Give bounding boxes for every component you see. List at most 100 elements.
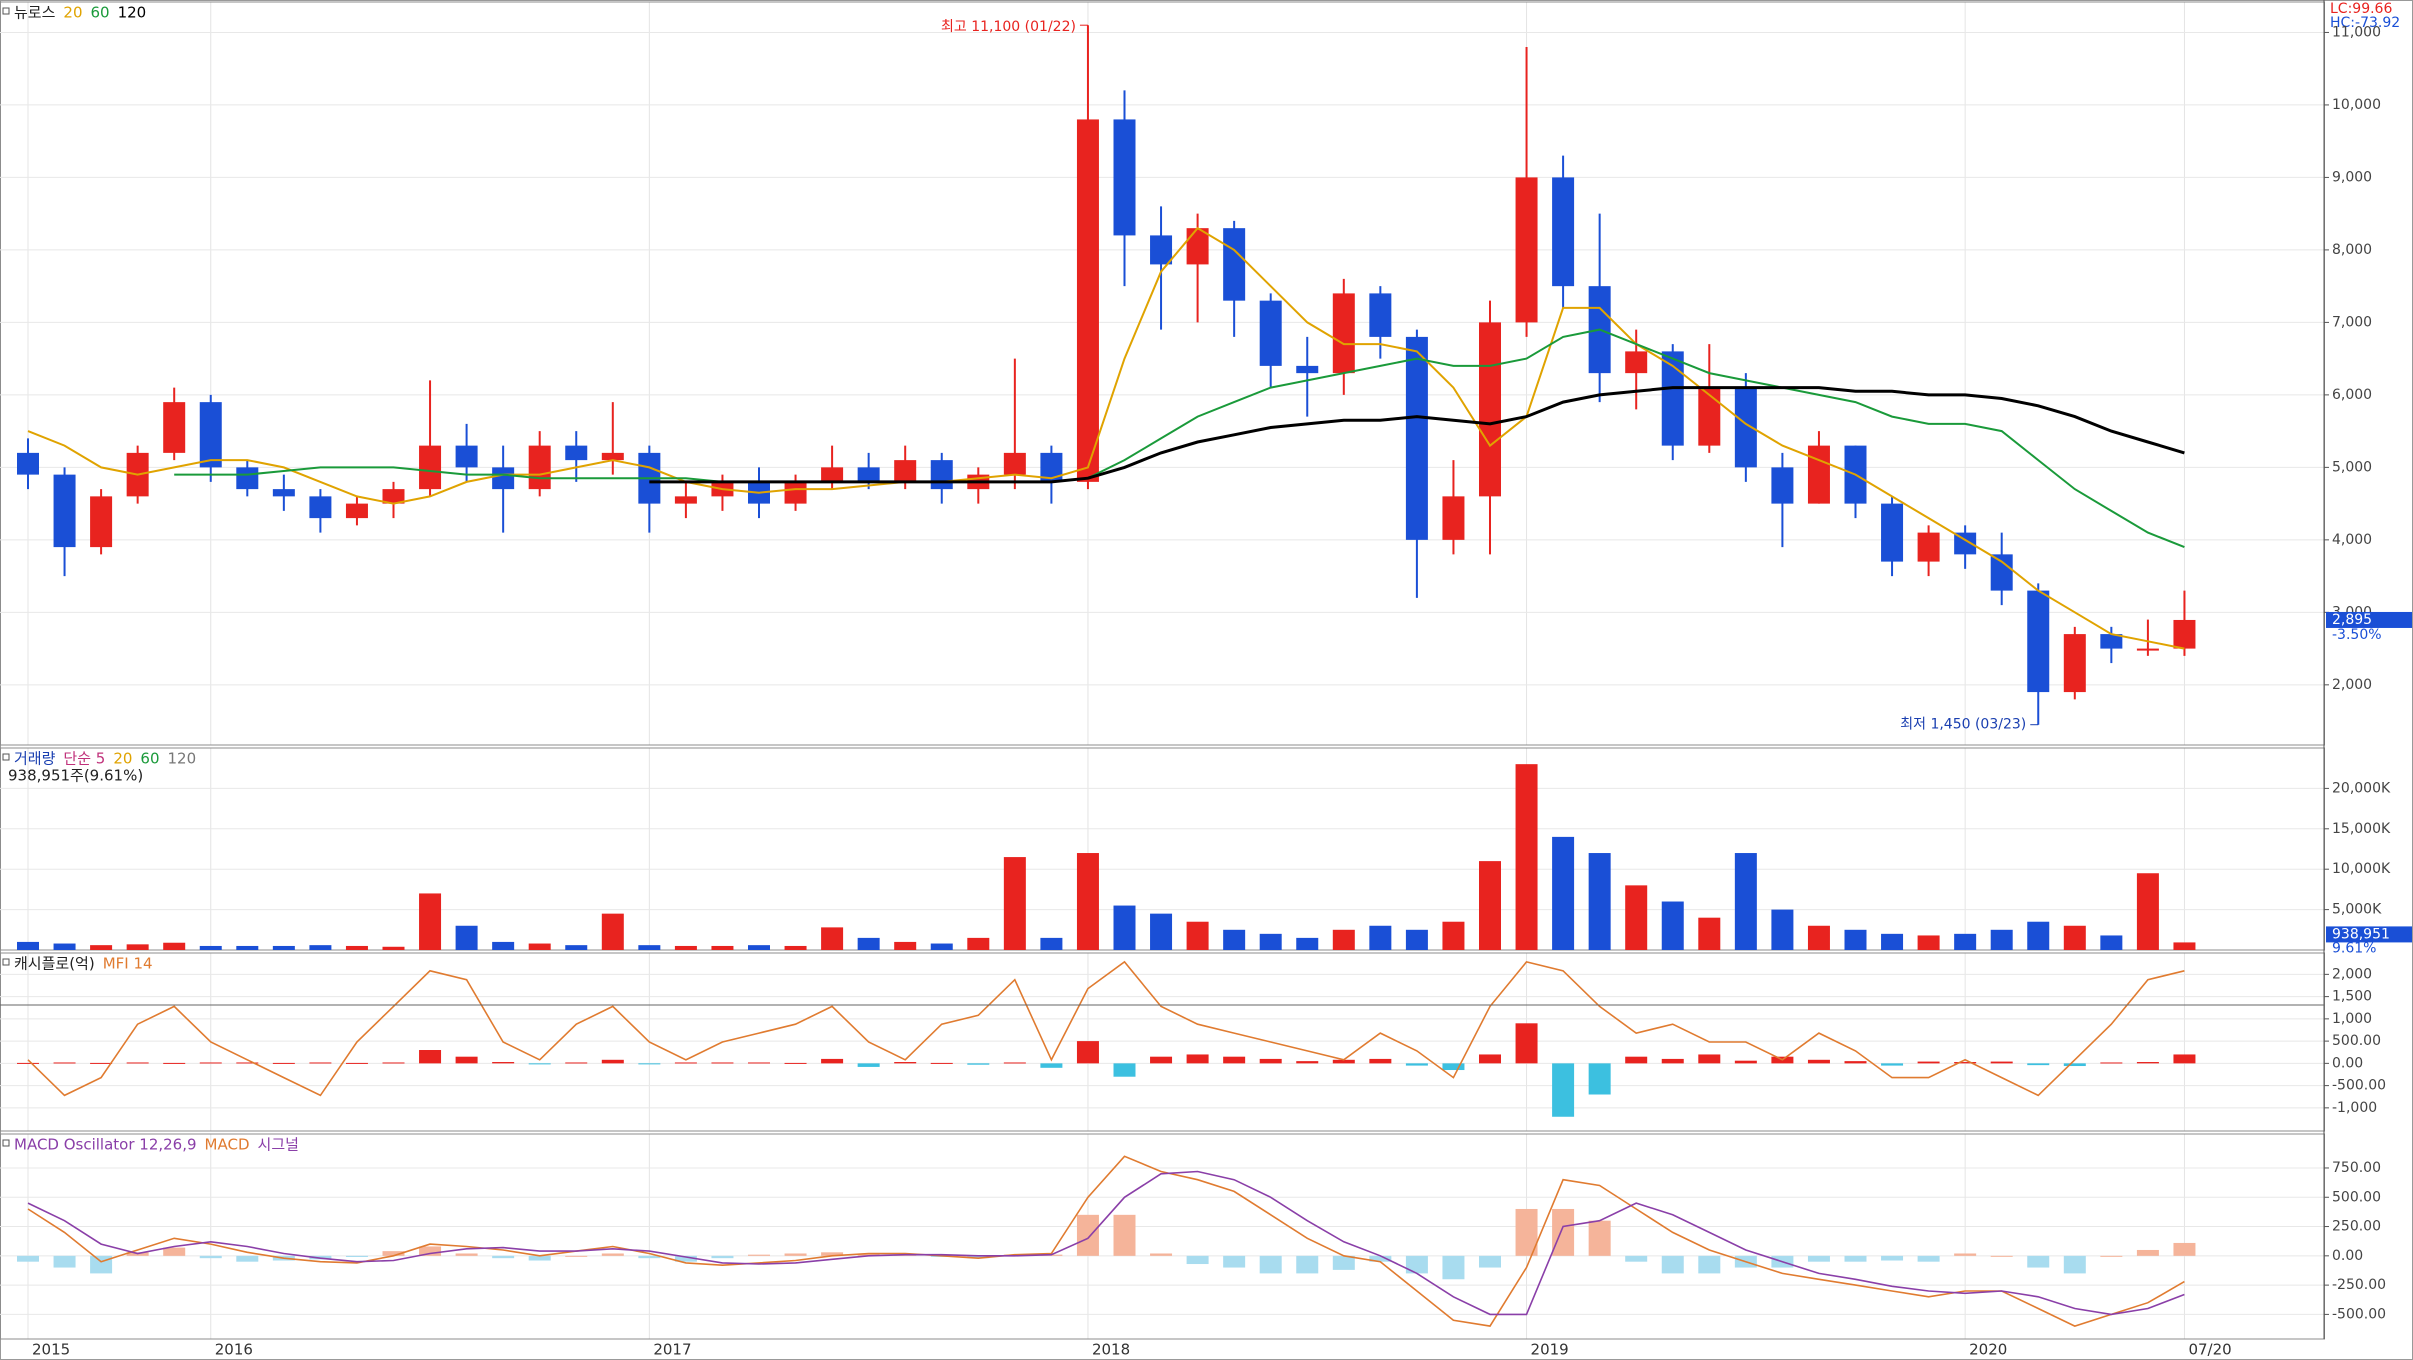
legend-entry: 시그널 bbox=[258, 1136, 299, 1154]
y-tick-label: 15,000K bbox=[2332, 821, 2391, 837]
bar bbox=[455, 925, 478, 950]
legend-icon bbox=[2, 958, 10, 966]
candle-body bbox=[1917, 532, 1940, 562]
bar bbox=[1259, 933, 1282, 950]
bar bbox=[17, 1062, 39, 1064]
candle-body bbox=[1807, 445, 1830, 504]
bar bbox=[821, 927, 844, 950]
bar bbox=[309, 945, 332, 950]
candle-body bbox=[1150, 235, 1173, 265]
candle-body bbox=[382, 489, 405, 504]
bar bbox=[1332, 1059, 1355, 1064]
candle-body bbox=[163, 402, 186, 453]
y-tick-label: -500.00 bbox=[2332, 1078, 2386, 1094]
bar bbox=[821, 1252, 844, 1256]
candle-body bbox=[1515, 177, 1538, 323]
volume-tag bbox=[2326, 926, 2412, 943]
bar bbox=[1479, 1054, 1501, 1064]
bar bbox=[930, 1062, 953, 1064]
bar bbox=[638, 945, 661, 950]
bar bbox=[1844, 1061, 1867, 1064]
x-tick-label: 2016 bbox=[215, 1341, 253, 1359]
candle-body bbox=[2100, 634, 2123, 649]
candle-body bbox=[1186, 228, 1209, 265]
bar bbox=[674, 1062, 697, 1064]
bar bbox=[1807, 1255, 1830, 1262]
legend-entry: 20 bbox=[113, 750, 132, 768]
bar bbox=[1698, 917, 1721, 950]
bar bbox=[1442, 1063, 1465, 1071]
bar bbox=[711, 1062, 734, 1064]
candle-body bbox=[1405, 336, 1428, 540]
bar bbox=[1479, 861, 1501, 950]
bar bbox=[1771, 909, 1794, 950]
bar bbox=[345, 1255, 368, 1257]
y-tick-label: -500.00 bbox=[2332, 1306, 2386, 1322]
bar bbox=[1917, 1061, 1940, 1064]
bar bbox=[784, 1253, 807, 1256]
bar bbox=[1588, 1220, 1611, 1256]
bar bbox=[565, 945, 588, 950]
bar bbox=[1661, 1058, 1684, 1064]
bar bbox=[272, 1062, 295, 1064]
bar bbox=[711, 945, 734, 950]
bar bbox=[1186, 1255, 1209, 1265]
candle-body bbox=[1040, 452, 1063, 482]
bar bbox=[1515, 764, 1538, 950]
bar bbox=[2173, 942, 2196, 950]
y-tick-label: -1,000 bbox=[2332, 1100, 2377, 1116]
bar bbox=[382, 1062, 405, 1064]
panel-title: MACD Oscillator 12,26,9 bbox=[14, 1136, 197, 1154]
y-tick-label: 6,000 bbox=[2332, 387, 2372, 403]
y-tick-label: -250.00 bbox=[2332, 1277, 2386, 1293]
bar bbox=[1442, 921, 1465, 950]
bar bbox=[711, 1255, 734, 1259]
bar bbox=[1881, 1255, 1904, 1261]
bar bbox=[1150, 1056, 1173, 1064]
candle-body bbox=[1771, 467, 1794, 504]
bar bbox=[1113, 1063, 1136, 1077]
x-tick-label: 2019 bbox=[1531, 1341, 1569, 1359]
bar bbox=[967, 1063, 990, 1065]
legend-entry: 120 bbox=[168, 750, 197, 768]
bar bbox=[199, 1062, 222, 1064]
candle-body bbox=[1003, 452, 1026, 475]
line-series bbox=[174, 328, 2185, 549]
annotation: 최고 11,100 (01/22) bbox=[941, 19, 1076, 35]
bar bbox=[1515, 1023, 1538, 1064]
bar bbox=[236, 945, 259, 950]
volume-pct-label: 9.61% bbox=[2332, 940, 2376, 956]
y-tick-label: 750.00 bbox=[2332, 1160, 2381, 1176]
bar bbox=[1076, 1041, 1099, 1064]
bar bbox=[2136, 873, 2159, 950]
bar bbox=[565, 1255, 588, 1257]
bar bbox=[455, 1253, 478, 1256]
bar bbox=[1259, 1058, 1282, 1064]
bar bbox=[528, 1255, 551, 1261]
y-tick-label: 500.00 bbox=[2332, 1189, 2381, 1205]
bar bbox=[1223, 929, 1246, 950]
bar bbox=[1661, 901, 1684, 950]
bar bbox=[528, 1063, 551, 1065]
bar bbox=[1844, 929, 1867, 950]
bar bbox=[53, 1062, 76, 1064]
candle-body bbox=[1369, 293, 1392, 337]
candle-body bbox=[528, 445, 551, 490]
x-tick-label: 2020 bbox=[1969, 1341, 2007, 1359]
panel-subtitle: 938,951주(9.61%) bbox=[8, 767, 143, 785]
bar bbox=[236, 1062, 259, 1064]
x-tick-label: 2015 bbox=[32, 1341, 70, 1359]
bar bbox=[601, 1253, 624, 1256]
y-tick-label: 10,000K bbox=[2332, 861, 2391, 877]
bar bbox=[2173, 1054, 2196, 1064]
bar bbox=[1552, 836, 1575, 950]
y-tick-label: 2,000 bbox=[2332, 677, 2372, 693]
candle-body bbox=[455, 445, 478, 468]
bar bbox=[748, 945, 770, 950]
bar bbox=[1990, 929, 2013, 950]
bar bbox=[930, 943, 953, 950]
bar bbox=[1186, 921, 1209, 950]
bar bbox=[2027, 921, 2050, 950]
candle-body bbox=[17, 452, 39, 475]
bar bbox=[1734, 853, 1757, 950]
